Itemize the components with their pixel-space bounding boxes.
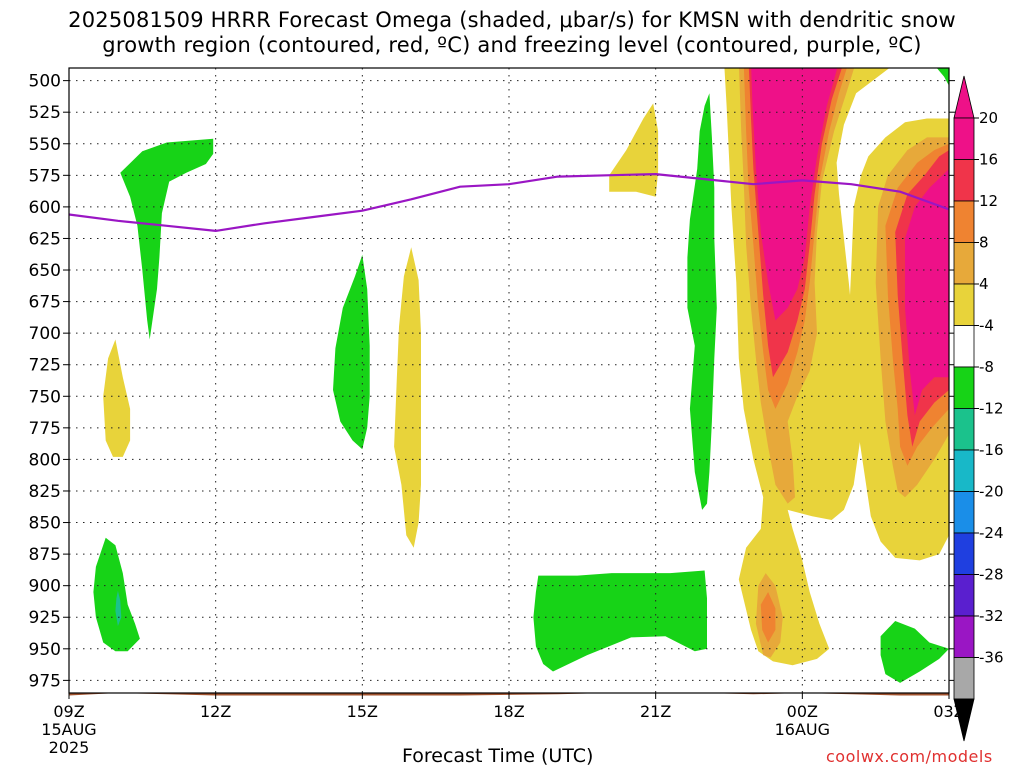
colorbar-bin <box>953 408 975 451</box>
colorbar-bin <box>953 657 975 700</box>
colorbar-bin <box>953 449 975 492</box>
colorbar-label: -24 <box>979 524 1004 542</box>
colorbar-label: 12 <box>979 192 998 210</box>
colorbar-label: -32 <box>979 607 1004 625</box>
omega-region <box>936 68 949 86</box>
x-tick-label: 18Z <box>493 702 524 721</box>
omega-region <box>880 621 949 683</box>
omega-region <box>751 68 838 321</box>
omega-region <box>93 537 140 652</box>
colorbar-bin <box>953 283 975 326</box>
y-tick-label: 675 <box>29 293 61 313</box>
y-tick-label: 950 <box>29 640 61 660</box>
site-credit-link[interactable]: coolwx.com/models <box>826 747 993 766</box>
chart-title-line-2: growth region (contoured, red, ºC) and f… <box>102 33 922 57</box>
colorbar-bin <box>953 615 975 658</box>
colorbar-label: -12 <box>979 400 1004 418</box>
colorbar-bottom-arrow <box>953 698 975 742</box>
colorbar-bin <box>953 366 975 409</box>
x-tick-year-label: 2025 <box>49 738 90 757</box>
y-tick-label: 775 <box>29 419 61 439</box>
y-tick-label: 925 <box>29 608 61 628</box>
colorbar-label: 8 <box>979 234 989 252</box>
omega-region <box>394 247 421 548</box>
omega-region <box>609 103 659 197</box>
y-tick-label: 625 <box>29 229 61 249</box>
y-tick-label: 975 <box>29 671 61 691</box>
y-axis-pressure-ticks: 500 525 550 575 600 625 650 675 700 725 750 775 800 8… <box>29 72 955 691</box>
colorbar-bin <box>953 574 975 617</box>
y-tick-label: 900 <box>29 577 61 597</box>
colorbar-label: 4 <box>979 275 989 293</box>
y-tick-label: 750 <box>29 387 61 407</box>
colorbar-label: 16 <box>979 151 998 169</box>
colorbar-bin <box>953 532 975 575</box>
x-tick-date-label: 16AUG <box>775 720 830 739</box>
y-tick-label: 850 <box>29 514 61 534</box>
colorbar-label: -16 <box>979 441 1004 459</box>
omega-colorbar: 20 16 12 8 4 -4 -8 -12 -16 -20 -24 -28 -32 -36 <box>953 75 1004 742</box>
freezing-level-contour <box>68 173 950 232</box>
omega-region <box>533 570 707 672</box>
x-tick-label: 00Z <box>787 702 818 721</box>
y-tick-label: 800 <box>29 450 61 470</box>
x-tick-date-label: 15AUG <box>41 720 96 739</box>
omega-region <box>333 254 370 450</box>
y-tick-label: 725 <box>29 356 61 376</box>
colorbar-label: -36 <box>979 649 1004 667</box>
x-tick-label: 12Z <box>200 702 231 721</box>
colorbar-label: -28 <box>979 566 1004 584</box>
colorbar-top-arrow <box>953 75 975 119</box>
omega-region <box>687 93 717 510</box>
omega-shaded-regions <box>93 68 949 683</box>
chart-title-line-1: 2025081509 HRRR Forecast Omega (shaded, … <box>68 8 956 32</box>
colorbar-label: -8 <box>979 358 994 376</box>
colorbar-bin <box>953 159 975 202</box>
freezing-level-line <box>68 173 950 232</box>
x-tick-label: 21Z <box>640 702 671 721</box>
y-tick-label: 575 <box>29 166 61 186</box>
y-tick-label: 650 <box>29 261 61 281</box>
x-tick-label: 15Z <box>347 702 378 721</box>
y-tick-label: 700 <box>29 324 61 344</box>
omega-region <box>760 592 776 643</box>
omega-region <box>103 339 131 457</box>
omega-region <box>115 590 122 627</box>
colorbar-bin <box>953 491 975 534</box>
colorbar-label: -4 <box>979 317 994 335</box>
omega-region <box>120 138 214 340</box>
omega-region <box>905 169 949 416</box>
x-axis-title: Forecast Time (UTC) <box>402 745 594 767</box>
colorbar-bin <box>953 200 975 243</box>
y-tick-label: 550 <box>29 135 61 155</box>
colorbar-bin <box>953 242 975 285</box>
y-tick-label: 825 <box>29 482 61 502</box>
y-tick-label: 875 <box>29 545 61 565</box>
y-tick-label: 525 <box>29 103 61 123</box>
colorbar-label: 20 <box>979 109 998 127</box>
colorbar-bin <box>953 325 975 368</box>
colorbar-label: -20 <box>979 483 1004 501</box>
colorbar-bin <box>953 117 975 160</box>
y-tick-label: 600 <box>29 198 61 218</box>
x-tick-label: 09Z <box>53 702 84 721</box>
y-tick-label: 500 <box>29 72 61 92</box>
